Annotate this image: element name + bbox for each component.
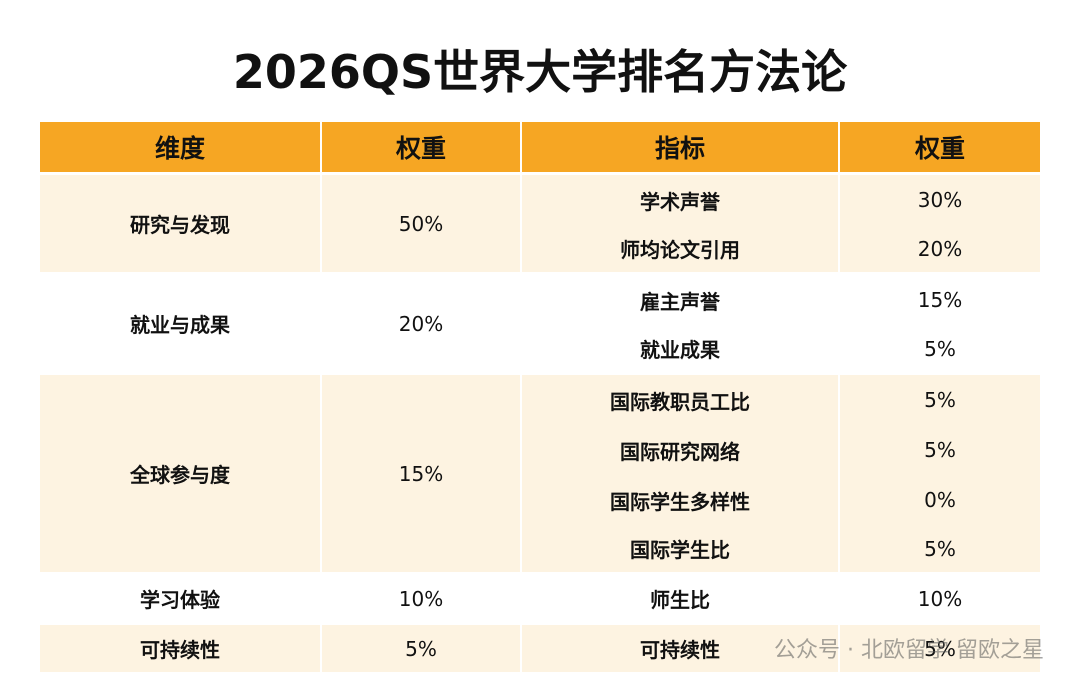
indicator-cell: 雇主声誉	[522, 275, 838, 325]
indicator-weight-cell: 5%	[840, 325, 1040, 372]
dimension-cell: 可持续性	[40, 625, 320, 672]
dimension-cell: 全球参与度	[40, 375, 320, 572]
indicator-cell: 国际研究网络	[522, 425, 838, 475]
indicator-cell: 可持续性	[522, 625, 838, 672]
indicator-cell: 学术声誉	[522, 175, 838, 225]
weight-cell: 50%	[322, 175, 520, 272]
indicator-weight-cell: 5%	[840, 425, 1040, 475]
indicator-cell: 国际教职员工比	[522, 375, 838, 425]
indicator-weight-cell: 0%	[840, 475, 1040, 525]
weight-cell: 20%	[322, 275, 520, 372]
dimension-cell: 就业与成果	[40, 275, 320, 372]
indicator-cell: 师生比	[522, 575, 838, 622]
title: 2026QS世界大学排名方法论	[232, 45, 848, 99]
indicator-weight-cell: 20%	[840, 225, 1040, 272]
weight-cell: 10%	[322, 575, 520, 622]
dimension-cell: 学习体验	[40, 575, 320, 622]
indicator-weight-cell: 5%	[840, 375, 1040, 425]
weight-cell: 5%	[322, 625, 520, 672]
header-cell: 指标	[522, 122, 838, 172]
indicator-cell: 就业成果	[522, 325, 838, 372]
header-cell: 权重	[840, 122, 1040, 172]
header-cell: 权重	[322, 122, 520, 172]
indicator-weight-cell: 30%	[840, 175, 1040, 225]
weight-cell: 15%	[322, 375, 520, 572]
indicator-weight-cell: 5%	[840, 525, 1040, 572]
watermark: 公众号 · 北欧留学 留欧之星	[774, 638, 1044, 663]
indicator-weight-cell: 5%	[840, 625, 1040, 672]
header-cell: 维度	[40, 122, 320, 172]
indicator-weight-cell: 15%	[840, 275, 1040, 325]
indicator-cell: 师均论文引用	[522, 225, 838, 272]
dimension-cell: 研究与发现	[40, 175, 320, 272]
indicator-cell: 国际学生比	[522, 525, 838, 572]
indicator-cell: 国际学生多样性	[522, 475, 838, 525]
indicator-weight-cell: 10%	[840, 575, 1040, 622]
